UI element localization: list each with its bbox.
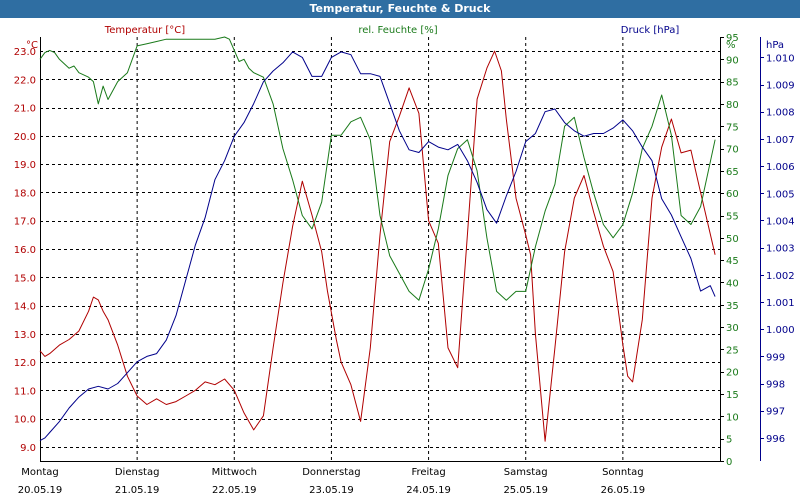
x-tick-date: 25.05.19 bbox=[503, 485, 548, 496]
pressure-tick-label: 999 bbox=[766, 352, 785, 363]
humidity-tick-label: 90 bbox=[726, 55, 739, 66]
humidity-unit: % bbox=[726, 40, 736, 51]
temperature-tick-label: 13.0 bbox=[14, 330, 36, 341]
x-tick-day: Freitag bbox=[411, 467, 445, 478]
humidity-tick-label: 20 bbox=[726, 368, 739, 379]
humidity-tick-label: 15 bbox=[726, 390, 739, 401]
humidity-series-line bbox=[39, 36, 716, 301]
temperature-tick-label: 16.0 bbox=[14, 245, 36, 256]
pressure-tick-labels: 996 997 998 999 1.000 1.001 1.002 1.003 1.004 1.0… bbox=[760, 53, 795, 445]
pressure-tick-label: 1.002 bbox=[766, 271, 795, 282]
humidity-tick-label: 85 bbox=[726, 78, 739, 89]
x-tick-date: 22.05.19 bbox=[212, 485, 257, 496]
temperature-tick-label: 11.0 bbox=[14, 386, 36, 397]
pressure-tick-label: 1.000 bbox=[766, 325, 795, 336]
pressure-tick-label: 1.009 bbox=[766, 81, 795, 92]
humidity-tick-label: 50 bbox=[726, 234, 739, 245]
x-tick-day: Samstag bbox=[504, 467, 548, 478]
humidity-tick-label: 95 bbox=[726, 33, 739, 44]
humidity-tick-label: 0 bbox=[726, 457, 732, 468]
humidity-tick-label: 65 bbox=[726, 167, 739, 178]
chart: 9.0 10.0 11.0 12.0 13.0 14.0 15.0 16.0 17.0 18.0 1… bbox=[14, 25, 795, 496]
temperature-tick-label: 21.0 bbox=[14, 104, 36, 115]
temperature-tick-label: 18.0 bbox=[14, 188, 36, 199]
humidity-tick-label: 70 bbox=[726, 145, 739, 156]
pressure-tick-label: 996 bbox=[766, 434, 785, 445]
humidity-axis-label: rel. Feuchte [%] bbox=[358, 25, 437, 36]
chart-grid bbox=[40, 37, 720, 461]
pressure-tick-label: 1.004 bbox=[766, 216, 795, 227]
chart-axes bbox=[40, 37, 761, 462]
x-tick-day: Sonntag bbox=[602, 467, 644, 478]
temperature-tick-label: 23.0 bbox=[14, 47, 36, 58]
humidity-tick-label: 5 bbox=[726, 435, 732, 446]
pressure-unit: hPa bbox=[766, 40, 784, 51]
pressure-axis-label: Druck [hPa] bbox=[621, 25, 680, 36]
temperature-tick-label: 17.0 bbox=[14, 217, 36, 228]
temperature-tick-label: 15.0 bbox=[14, 273, 36, 284]
x-tick-labels: Montag 20.05.19 Dienstag 21.05.19 Mittwoch 22… bbox=[18, 467, 645, 496]
humidity-tick-label: 35 bbox=[726, 301, 739, 312]
temperature-tick-labels: 9.0 10.0 11.0 12.0 13.0 14.0 15.0 16.0 17.0 18.0 1… bbox=[14, 47, 36, 454]
humidity-tick-labels: 0 5 10 15 20 25 30 35 40 45 50 55 60 65 70 75 80 85 90 95 bbox=[720, 33, 739, 468]
humidity-tick-label: 25 bbox=[726, 345, 739, 356]
x-tick-date: 21.05.19 bbox=[115, 485, 160, 496]
pressure-tick-label: 998 bbox=[766, 380, 785, 391]
temperature-tick-label: 12.0 bbox=[14, 358, 36, 369]
x-tick-date: 26.05.19 bbox=[601, 485, 646, 496]
window-title: Temperatur, Feuchte & Druck bbox=[0, 0, 800, 18]
pressure-tick-label: 1.010 bbox=[766, 53, 795, 64]
temperature-tick-label: 20.0 bbox=[14, 132, 36, 143]
temperature-series-line bbox=[39, 50, 716, 442]
humidity-tick-label: 75 bbox=[726, 122, 739, 133]
humidity-tick-label: 80 bbox=[726, 100, 739, 111]
x-tick-day: Montag bbox=[21, 467, 58, 478]
temperature-tick-label: 19.0 bbox=[14, 160, 36, 171]
temperature-tick-label: 14.0 bbox=[14, 302, 36, 313]
x-tick-date: 20.05.19 bbox=[18, 485, 63, 496]
pressure-tick-label: 1.006 bbox=[766, 162, 795, 173]
temperature-axis-label: Temperatur [°C] bbox=[104, 25, 185, 36]
pressure-tick-label: 1.008 bbox=[766, 108, 795, 119]
series-lines bbox=[39, 36, 716, 442]
temperature-tick-label: 10.0 bbox=[14, 415, 36, 426]
humidity-tick-label: 60 bbox=[726, 189, 739, 200]
temperature-unit: °C bbox=[26, 40, 38, 51]
humidity-tick-label: 10 bbox=[726, 412, 739, 423]
humidity-tick-label: 55 bbox=[726, 212, 739, 223]
pressure-tick-label: 1.001 bbox=[766, 298, 795, 309]
x-tick-date: 24.05.19 bbox=[406, 485, 451, 496]
temperature-tick-label: 9.0 bbox=[20, 443, 36, 454]
pressure-tick-label: 1.007 bbox=[766, 135, 795, 146]
humidity-tick-label: 45 bbox=[726, 256, 739, 267]
humidity-tick-label: 30 bbox=[726, 323, 739, 334]
pressure-tick-label: 1.005 bbox=[766, 189, 795, 200]
humidity-tick-label: 40 bbox=[726, 278, 739, 289]
pressure-tick-label: 1.003 bbox=[766, 244, 795, 255]
x-tick-day: Dienstag bbox=[115, 467, 160, 478]
x-tick-day: Donnerstag bbox=[302, 467, 360, 478]
pressure-tick-label: 997 bbox=[766, 407, 785, 418]
pressure-series-line bbox=[39, 51, 716, 442]
x-tick-date: 23.05.19 bbox=[309, 485, 354, 496]
temperature-tick-label: 22.0 bbox=[14, 75, 36, 86]
x-tick-day: Mittwoch bbox=[212, 467, 257, 478]
